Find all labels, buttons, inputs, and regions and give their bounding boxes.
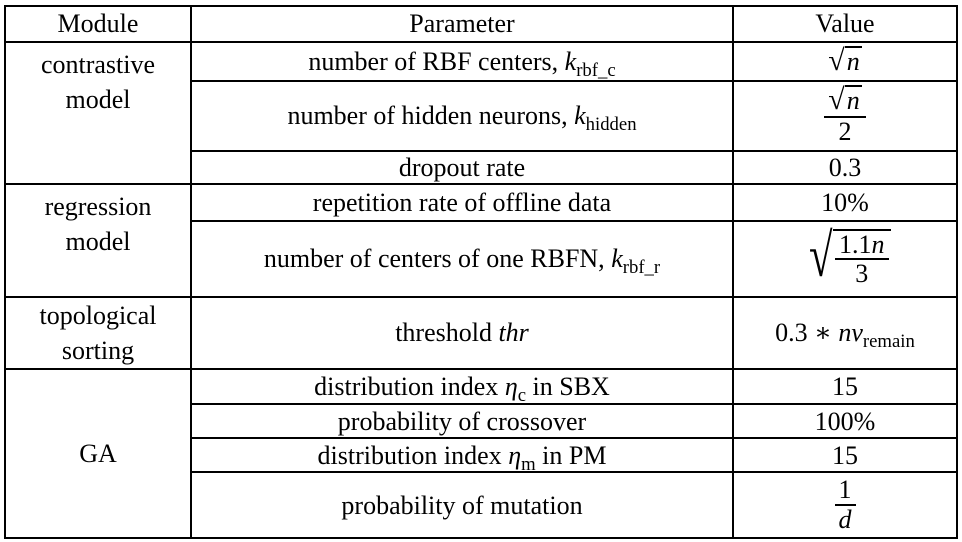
value-den: 3 xyxy=(835,258,889,289)
value-cell: √ n xyxy=(732,41,958,82)
value-cell: 0.3 xyxy=(732,150,958,185)
param-var: η xyxy=(504,372,518,402)
value-cell: 0.3 ∗ nvremain xyxy=(732,295,958,371)
param-cell: probability of mutation xyxy=(190,471,734,540)
value-cell: 15 xyxy=(732,368,958,406)
module-topological: topological sorting xyxy=(4,295,192,371)
header-row: Module Parameter Value xyxy=(4,5,958,43)
param-sub: rbf_c xyxy=(576,59,616,81)
table-row: distribution index ηm in PM 15 xyxy=(5,437,958,474)
value-cell: √ 1.1n 3 xyxy=(732,220,958,298)
value-cell: 15 xyxy=(732,437,958,474)
module-ga: GA xyxy=(4,368,192,540)
param-text: number of RBF centers, xyxy=(308,46,565,76)
table-row: number of centers of one RBFN, krbf_r √ 1… xyxy=(5,220,958,298)
sqrt-expr: √ n xyxy=(828,83,862,117)
param-sub: m xyxy=(521,453,536,473)
value-cell: 10% xyxy=(732,183,958,222)
value-var: n xyxy=(844,85,862,116)
param-cell: probability of crossover xyxy=(190,403,734,440)
value-var: n xyxy=(844,46,862,77)
param-cell: dropout rate xyxy=(190,150,734,185)
value-cell: 100% xyxy=(732,403,958,440)
radical-sign: √ xyxy=(828,83,845,117)
value-var: nv xyxy=(838,318,863,348)
param-sub: c xyxy=(517,385,527,405)
param-cell: number of hidden neurons, khidden xyxy=(190,80,734,152)
fraction: √ n 2 xyxy=(824,83,866,147)
header-module: Module xyxy=(4,5,192,43)
value-cell: √ n 2 xyxy=(732,80,958,152)
table-row: GA distribution index ηc in SBX 15 xyxy=(4,368,958,540)
table-row: dropout rate 0.3 xyxy=(5,150,958,185)
radical-sign: √ xyxy=(809,223,834,291)
param-var: k xyxy=(611,244,623,274)
radical-sign: √ xyxy=(828,44,845,78)
sqrt-expr: √ n xyxy=(828,44,862,78)
param-text-post: in SBX xyxy=(526,372,610,402)
param-cell: threshold thr xyxy=(190,295,734,371)
param-var: thr xyxy=(498,318,529,348)
module-regression: regression model xyxy=(4,183,192,298)
param-sub: rbf_r xyxy=(622,257,661,279)
fraction: 1.1n 3 xyxy=(835,231,889,289)
value-coef: 1.1 xyxy=(839,230,872,260)
param-cell: number of centers of one RBFN, krbf_r xyxy=(190,220,734,298)
table-row: contrastive model number of RBF centers,… xyxy=(4,41,958,185)
param-var: k xyxy=(574,101,586,131)
param-text-post: in PM xyxy=(535,440,607,470)
value-num: 1 xyxy=(838,475,852,505)
sqrt-expr: √ 1.1n 3 xyxy=(799,223,891,291)
value-prefix: 0.3 ∗ xyxy=(775,318,839,348)
table-row: topological sorting threshold thr 0.3 ∗ … xyxy=(4,295,958,371)
value-den: 2 xyxy=(824,116,866,147)
param-cell: number of RBF centers, krbf_c xyxy=(190,41,734,82)
param-cell: distribution index ηc in SBX xyxy=(190,368,734,406)
module-contrastive: contrastive model xyxy=(4,41,192,185)
header-value: Value xyxy=(732,5,958,43)
param-var: η xyxy=(508,440,522,470)
param-cell: repetition rate of offline data xyxy=(190,183,734,222)
table-row: regression model repetition rate of offl… xyxy=(4,183,958,298)
param-cell: distribution index ηm in PM xyxy=(190,437,734,474)
param-var: k xyxy=(564,46,577,76)
param-text: number of hidden neurons, xyxy=(287,101,575,131)
value-var: n xyxy=(871,230,885,260)
param-text: distribution index xyxy=(317,440,509,470)
table-row: number of hidden neurons, khidden √ n 2 xyxy=(5,80,958,152)
value-sub: remain xyxy=(862,331,915,353)
value-den: d xyxy=(834,503,856,535)
header-parameter: Parameter xyxy=(190,5,734,43)
param-text: distribution index xyxy=(314,372,505,402)
param-text: number of centers of one RBFN, xyxy=(263,244,612,274)
parameter-table: Module Parameter Value contrastive model… xyxy=(4,5,958,540)
table-row: probability of crossover 100% xyxy=(5,403,958,440)
param-text: threshold xyxy=(395,318,499,348)
param-sub: hidden xyxy=(585,114,637,136)
